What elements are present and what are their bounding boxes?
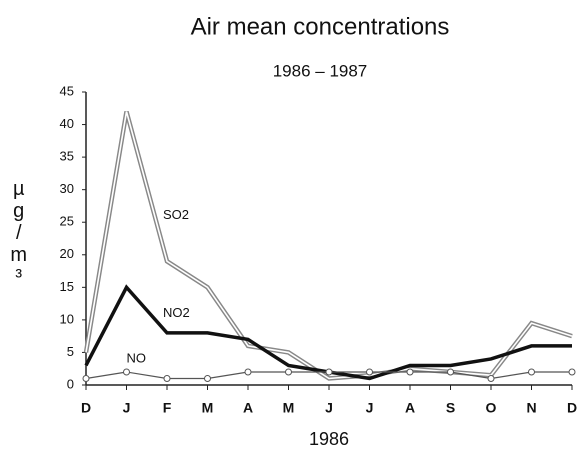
point <box>366 368 373 376</box>
x-tick-label: D <box>567 400 577 416</box>
series-label: NO <box>127 350 147 365</box>
series-label: SO2 <box>163 207 189 222</box>
x-axis-label: 1986 <box>309 429 349 449</box>
x-tick-label: A <box>243 400 253 416</box>
point <box>528 368 535 376</box>
x-tick-label: N <box>526 400 536 416</box>
y-tick-label: 10 <box>60 311 74 326</box>
point <box>204 374 211 382</box>
y-tick-label: 0 <box>67 376 74 391</box>
point <box>487 374 495 382</box>
x-tick-label: M <box>202 400 214 416</box>
chart-subtitle: 1986 – 1987 <box>273 61 368 80</box>
y-tick-label: 40 <box>60 116 74 131</box>
point <box>325 368 333 376</box>
x-tick-label: F <box>163 400 172 416</box>
x-tick-label: J <box>366 400 374 416</box>
y-tick-label: 20 <box>60 246 74 261</box>
x-tick-label: D <box>81 400 91 416</box>
point <box>568 368 576 376</box>
point <box>82 374 90 382</box>
y-tick-label: 30 <box>60 181 74 196</box>
series-label: NO2 <box>163 305 190 320</box>
x-tick-label: O <box>486 400 497 416</box>
y-tick-label: 35 <box>60 149 74 164</box>
point <box>123 368 130 376</box>
x-tick-label: M <box>283 400 295 416</box>
y-tick-label: 25 <box>60 214 74 229</box>
y-tick-label: 15 <box>60 279 74 294</box>
y-tick-label: 45 <box>60 83 74 98</box>
x-tick-label: S <box>446 400 455 416</box>
point <box>447 368 454 376</box>
series-line-inner <box>85 111 573 380</box>
point <box>406 368 414 376</box>
y-axis-label: µg/m³ <box>8 178 30 288</box>
point <box>285 368 292 376</box>
point <box>244 368 252 376</box>
point <box>163 374 171 382</box>
x-tick-label: A <box>405 400 415 416</box>
x-tick-label: J <box>325 400 333 416</box>
series-line <box>83 110 573 381</box>
y-tick-label: 5 <box>67 344 74 359</box>
chart-title: Air mean concentrations <box>191 13 450 40</box>
x-tick-label: J <box>123 400 131 416</box>
